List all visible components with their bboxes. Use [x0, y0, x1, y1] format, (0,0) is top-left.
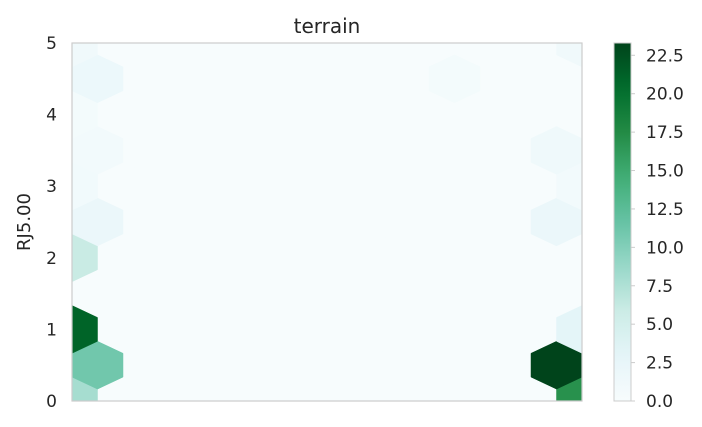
- y-tick-label: 3: [46, 177, 57, 197]
- hex-bin: [72, 54, 124, 103]
- hex-bins: [72, 43, 582, 401]
- colorbar-tick-label: 20.0: [646, 85, 684, 105]
- colorbar-tick-label: 5.0: [646, 315, 673, 335]
- hex-bin-empty: [352, 43, 404, 68]
- colorbar-tick-label: 12.5: [646, 200, 684, 220]
- hex-bin: [530, 341, 582, 390]
- colorbar-tick-label: 0.0: [646, 392, 673, 412]
- hex-bin: [556, 305, 582, 354]
- colorbar-tick-label: 2.5: [646, 354, 673, 374]
- hex-bin: [530, 197, 582, 247]
- colorbar-tick-label: 15.0: [646, 162, 684, 182]
- hex-bin: [72, 341, 124, 390]
- chart-title: terrain: [294, 14, 361, 38]
- y-tick-label: 5: [46, 34, 57, 54]
- hex-bin-empty: [250, 43, 302, 68]
- hex-bin: [530, 126, 582, 175]
- hex-bin: [428, 54, 481, 103]
- hex-bin-empty: [301, 43, 353, 68]
- colorbar-tick-label: 7.5: [646, 277, 673, 297]
- hex-bin: [556, 43, 582, 68]
- y-tick-label: 4: [46, 106, 57, 126]
- colorbar-tick-label: 17.5: [646, 123, 684, 143]
- y-tick-label: 0: [46, 392, 57, 412]
- colorbar-tick-label: 22.5: [646, 46, 684, 66]
- hex-bin-empty: [199, 43, 251, 68]
- y-tick-label: 1: [46, 320, 57, 340]
- colorbar-ticks: 0.0 2.5 5.0 7.5 10.0 12.5 15.0 17.5 20.0 22.5: [631, 46, 684, 412]
- hex-bin: [72, 197, 124, 247]
- hex-bin-empty: [148, 43, 200, 68]
- plot-frame: [71, 42, 583, 402]
- y-axis-label: RJ5.00: [14, 193, 35, 251]
- hex-bin: [72, 43, 98, 68]
- y-axis: 0 1 2 3 4 5: [46, 34, 57, 412]
- colorbar: [613, 42, 632, 402]
- hex-bin-empty: [505, 43, 557, 68]
- hex-bin: [72, 126, 124, 175]
- colorbar-tick-label: 10.0: [646, 238, 684, 258]
- hex-bin: [72, 305, 98, 354]
- y-tick-label: 2: [46, 249, 57, 269]
